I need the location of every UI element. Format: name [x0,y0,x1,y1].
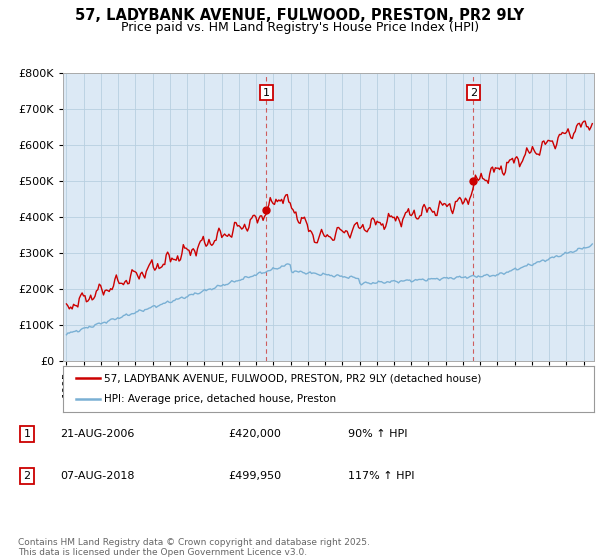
Text: 57, LADYBANK AVENUE, FULWOOD, PRESTON, PR2 9LY: 57, LADYBANK AVENUE, FULWOOD, PRESTON, P… [76,8,524,24]
Text: 21-AUG-2006: 21-AUG-2006 [60,429,134,439]
Text: 2: 2 [470,87,477,97]
Text: Price paid vs. HM Land Registry's House Price Index (HPI): Price paid vs. HM Land Registry's House … [121,21,479,34]
Text: 57, LADYBANK AVENUE, FULWOOD, PRESTON, PR2 9LY (detached house): 57, LADYBANK AVENUE, FULWOOD, PRESTON, P… [104,373,482,383]
Text: 07-AUG-2018: 07-AUG-2018 [60,471,134,481]
Text: 117% ↑ HPI: 117% ↑ HPI [348,471,415,481]
Text: 90% ↑ HPI: 90% ↑ HPI [348,429,407,439]
Text: HPI: Average price, detached house, Preston: HPI: Average price, detached house, Pres… [104,394,337,404]
Text: 1: 1 [263,87,270,97]
Text: Contains HM Land Registry data © Crown copyright and database right 2025.
This d: Contains HM Land Registry data © Crown c… [18,538,370,557]
Text: £499,950: £499,950 [228,471,281,481]
Text: £420,000: £420,000 [228,429,281,439]
Text: 1: 1 [23,429,31,439]
Text: 2: 2 [23,471,31,481]
